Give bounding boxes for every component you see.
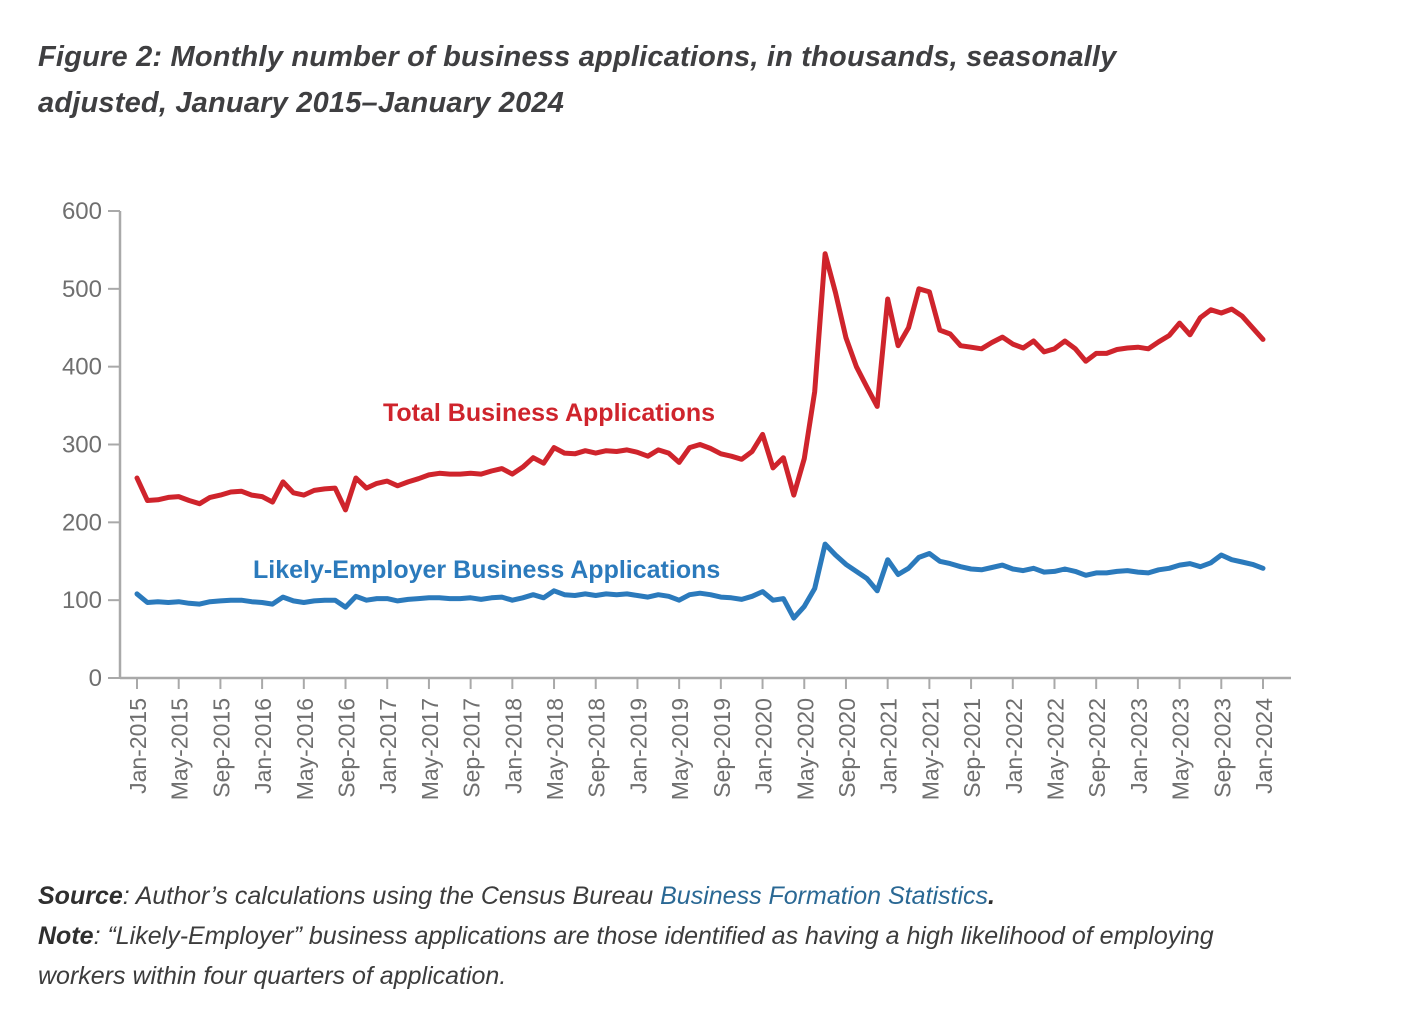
x-tick-label: Sep-2019	[709, 698, 735, 798]
business-formation-statistics-link[interactable]: Business Formation Statistics	[660, 882, 989, 910]
y-tick-label: 200	[62, 509, 102, 536]
x-tick-label: May-2022	[1042, 698, 1068, 800]
x-tick-label: May-2020	[792, 698, 818, 800]
figure-title-line2: adjusted, January 2015–January 2024	[38, 87, 565, 119]
x-tick-label: Jan-2022	[1001, 698, 1027, 794]
x-tick-label: May-2023	[1168, 698, 1194, 800]
x-tick-label: Jan-2020	[751, 698, 777, 794]
y-tick-label: 0	[89, 665, 102, 692]
note-line-2: workers within four quarters of applicat…	[38, 962, 507, 990]
x-tick-label: Sep-2021	[959, 698, 985, 798]
x-tick-label: May-2018	[542, 698, 568, 800]
x-tick-label: Sep-2020	[834, 698, 860, 798]
line-chart: Jan-2015 May-2015 Sep-2015 Jan-2016 May-2016…	[62, 198, 1291, 800]
x-tick-label: May-2019	[667, 698, 693, 800]
x-tick-label: May-2021	[917, 698, 943, 800]
y-tick-label: 400	[62, 354, 102, 381]
x-tick-label: May-2017	[417, 698, 443, 800]
y-tick-label: 600	[62, 198, 102, 225]
y-tick-label: 100	[62, 587, 102, 614]
x-tick-label: Jan-2018	[500, 698, 526, 794]
y-tick-label: 500	[62, 276, 102, 303]
source-note-block: Source: Author’s calculations using the …	[38, 876, 1378, 996]
x-tick-label: Sep-2022	[1084, 698, 1110, 798]
x-tick-label: May-2015	[167, 698, 193, 800]
source-label: Source	[38, 882, 123, 910]
figure-title: Figure 2: Monthly number of business app…	[38, 34, 1288, 126]
y-axis-ticks: 0 100 200 300 400 500 600	[62, 198, 120, 692]
series-label-likely-employer-business-applications: Likely-Employer Business Applications	[253, 556, 720, 584]
x-tick-label: May-2016	[292, 698, 318, 800]
x-tick-label: Jan-2015	[125, 698, 151, 794]
x-tick-label: Sep-2016	[334, 698, 360, 798]
note-label: Note	[38, 922, 94, 950]
x-axis-ticks: Jan-2015 May-2015 Sep-2015 Jan-2016 May-2016…	[125, 678, 1277, 800]
x-tick-label: Sep-2017	[459, 698, 485, 798]
x-tick-label: Jan-2024	[1251, 698, 1277, 794]
x-tick-label: Jan-2017	[375, 698, 401, 794]
x-tick-label: Sep-2015	[208, 698, 234, 798]
series-label-total-business-applications: Total Business Applications	[383, 399, 715, 427]
series-lines	[134, 251, 1266, 621]
x-tick-label: Sep-2018	[584, 698, 610, 798]
x-tick-label: Jan-2023	[1126, 698, 1152, 794]
x-tick-label: Jan-2016	[250, 698, 276, 794]
figure-title-line1: Figure 2: Monthly number of business app…	[38, 41, 1117, 73]
note-line-1: Note: “Likely-Employer” business applica…	[38, 922, 1214, 950]
total-business-applications-line	[134, 251, 1266, 513]
likely-employer-business-applications-line	[134, 541, 1266, 621]
x-tick-label: Jan-2019	[625, 698, 651, 794]
source-line: Source: Author’s calculations using the …	[38, 882, 995, 910]
x-tick-label: Jan-2021	[876, 698, 902, 794]
x-tick-label: Sep-2023	[1209, 698, 1235, 798]
y-tick-label: 300	[62, 432, 102, 459]
chart-area: Jan-2015 May-2015 Sep-2015 Jan-2016 May-2016…	[60, 190, 1340, 870]
